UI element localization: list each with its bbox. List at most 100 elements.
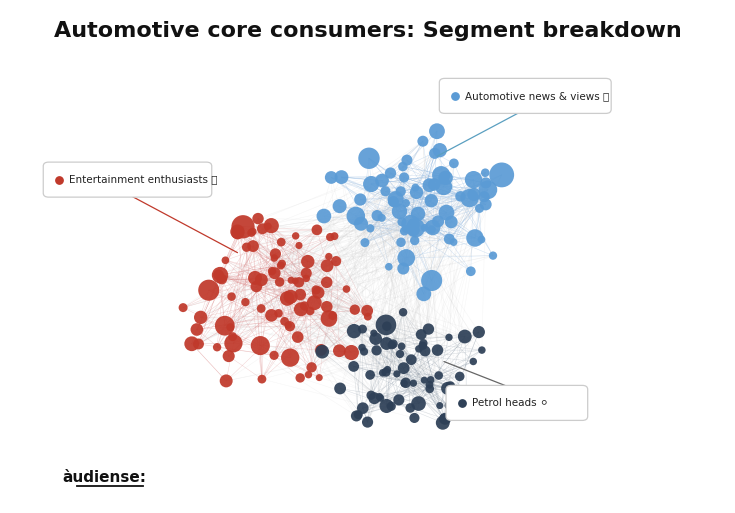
Point xyxy=(212,271,224,279)
Point xyxy=(395,238,407,246)
Point xyxy=(294,290,306,299)
Point xyxy=(223,352,234,360)
Point xyxy=(428,181,440,189)
Point xyxy=(443,333,455,342)
Point xyxy=(440,208,452,216)
Point xyxy=(465,267,477,275)
Point xyxy=(440,174,451,182)
Point xyxy=(316,347,328,356)
Point xyxy=(228,339,240,347)
Point xyxy=(310,286,322,294)
Point xyxy=(432,217,444,225)
Point xyxy=(412,400,424,408)
Point xyxy=(468,190,480,199)
Point xyxy=(473,204,485,212)
Point xyxy=(275,262,287,270)
Point xyxy=(295,305,306,313)
Point xyxy=(426,277,437,285)
Point xyxy=(345,348,357,357)
Point xyxy=(276,238,287,246)
Point xyxy=(348,362,359,370)
Point xyxy=(323,314,335,323)
Point xyxy=(256,375,268,383)
Point xyxy=(268,254,280,262)
Point xyxy=(443,235,455,243)
Text: Automotive core consumers: Segment breakdown: Automotive core consumers: Segment break… xyxy=(54,21,681,41)
Text: Petrol heads ⚪: Petrol heads ⚪ xyxy=(472,398,548,408)
Point xyxy=(330,257,342,265)
Point xyxy=(476,346,488,354)
Point xyxy=(423,325,434,333)
Point xyxy=(370,346,382,354)
Point xyxy=(417,342,429,350)
Point xyxy=(349,306,361,314)
Point xyxy=(269,269,281,277)
Point xyxy=(247,227,259,235)
Point xyxy=(294,374,306,382)
Point xyxy=(251,282,262,290)
Point xyxy=(226,292,237,301)
Point xyxy=(376,214,387,222)
Point xyxy=(348,327,360,335)
Point xyxy=(442,384,453,392)
Point xyxy=(442,402,454,410)
Point xyxy=(417,137,429,145)
Point xyxy=(450,92,462,100)
Point xyxy=(285,276,297,284)
Point xyxy=(186,340,198,348)
Point xyxy=(362,312,373,321)
Point xyxy=(454,372,466,381)
Point xyxy=(385,402,397,410)
Point xyxy=(304,307,316,315)
Point xyxy=(326,173,337,182)
Point xyxy=(390,195,401,203)
Point xyxy=(409,224,421,232)
Text: Entertainment enthusiasts 🖥: Entertainment enthusiasts 🖥 xyxy=(69,174,218,185)
Point xyxy=(396,218,408,226)
Point xyxy=(469,234,481,242)
Point xyxy=(266,267,278,275)
Point xyxy=(191,325,203,333)
Point xyxy=(355,220,367,228)
Point xyxy=(219,322,231,330)
Point xyxy=(247,242,259,250)
Point xyxy=(473,328,484,336)
Point xyxy=(193,340,204,348)
Point xyxy=(268,351,280,360)
Point xyxy=(276,260,288,268)
Point xyxy=(398,308,409,317)
Point xyxy=(363,154,375,163)
Point xyxy=(377,369,389,377)
Point xyxy=(293,278,305,286)
Point xyxy=(265,222,277,230)
Point xyxy=(413,345,425,353)
Point xyxy=(321,303,333,311)
Point xyxy=(479,169,491,177)
Point xyxy=(313,373,325,382)
Point xyxy=(298,302,310,310)
Point xyxy=(334,202,345,210)
Point xyxy=(434,402,445,410)
Point xyxy=(383,263,395,271)
Point xyxy=(435,171,447,179)
Point xyxy=(401,254,412,262)
Point xyxy=(381,402,392,410)
Point xyxy=(398,264,409,272)
Point xyxy=(398,364,409,372)
Point xyxy=(284,322,295,330)
Point xyxy=(381,365,393,373)
Point xyxy=(273,309,284,318)
Point xyxy=(448,238,459,246)
Point xyxy=(321,278,333,286)
Point xyxy=(240,243,252,251)
Point xyxy=(440,415,451,423)
Point xyxy=(395,187,406,195)
Point xyxy=(425,376,437,384)
Point xyxy=(423,181,435,189)
Point xyxy=(417,339,429,347)
Point xyxy=(461,387,473,395)
Point xyxy=(381,323,393,331)
Point xyxy=(334,347,345,355)
Point xyxy=(354,195,366,204)
Point xyxy=(340,285,352,293)
